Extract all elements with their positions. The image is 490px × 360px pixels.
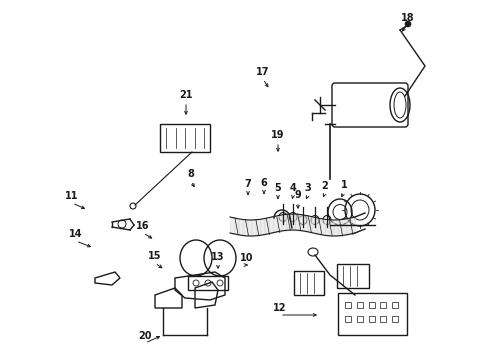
Bar xyxy=(380,302,386,308)
Bar xyxy=(368,316,374,322)
Bar xyxy=(392,316,398,322)
Bar xyxy=(380,316,386,322)
Bar xyxy=(345,316,351,322)
Text: 10: 10 xyxy=(240,253,254,263)
Text: 6: 6 xyxy=(261,178,268,188)
Text: 19: 19 xyxy=(271,130,285,140)
Text: 21: 21 xyxy=(179,90,193,100)
Text: 2: 2 xyxy=(321,181,328,191)
Text: 14: 14 xyxy=(69,229,83,239)
Bar xyxy=(357,316,363,322)
Text: 15: 15 xyxy=(148,251,162,261)
Text: 8: 8 xyxy=(188,169,195,179)
Bar xyxy=(368,302,374,308)
Text: 20: 20 xyxy=(138,331,152,341)
Text: 17: 17 xyxy=(256,67,270,77)
Circle shape xyxy=(405,21,411,27)
Bar xyxy=(392,302,398,308)
Bar xyxy=(188,276,228,290)
Text: 5: 5 xyxy=(274,183,281,193)
Text: 3: 3 xyxy=(305,183,311,193)
Bar xyxy=(357,302,363,308)
Text: 18: 18 xyxy=(401,13,415,23)
Text: 1: 1 xyxy=(341,180,347,190)
Text: 13: 13 xyxy=(211,252,225,262)
Bar xyxy=(345,302,351,308)
Text: 12: 12 xyxy=(273,303,287,313)
Text: 4: 4 xyxy=(290,183,296,193)
Text: 9: 9 xyxy=(294,190,301,200)
Text: 16: 16 xyxy=(136,221,150,231)
Text: 7: 7 xyxy=(245,179,251,189)
Text: 11: 11 xyxy=(65,191,79,201)
